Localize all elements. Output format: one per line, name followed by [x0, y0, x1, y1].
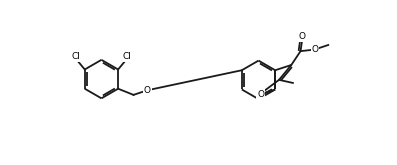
Text: Cl: Cl: [122, 52, 131, 61]
Text: O: O: [312, 45, 319, 54]
Text: O: O: [299, 32, 306, 41]
Text: Cl: Cl: [71, 52, 80, 61]
Text: O: O: [257, 90, 264, 99]
Text: O: O: [144, 86, 151, 95]
